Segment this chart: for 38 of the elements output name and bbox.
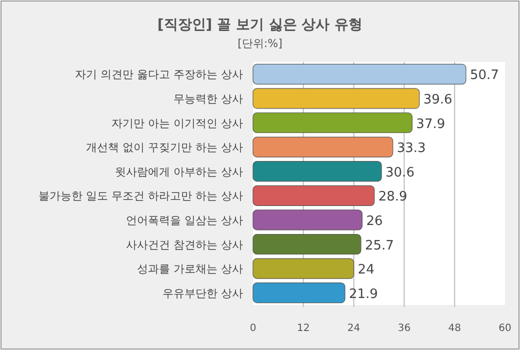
y-tick-label: 사사건건 참견하는 상사 [126, 238, 243, 252]
bar [252, 210, 362, 230]
bar [252, 64, 466, 84]
data-label: 21.9 [348, 286, 378, 302]
bar [252, 234, 362, 255]
data-label: 30.6 [386, 165, 414, 180]
bar [252, 136, 394, 158]
chart-subtitle: [단위:%] [238, 37, 282, 50]
y-tick-label: 언어폭력을 일삼는 상사 [126, 214, 243, 227]
bar [252, 88, 420, 109]
x-tick-label: 48 [448, 323, 461, 334]
data-label: 25.7 [364, 238, 394, 254]
chart-title: [직장인] 꼴 보기 싫은 상사 유형 [157, 17, 363, 33]
data-label: 33.3 [396, 141, 426, 156]
y-tick-label: 윗사람에게 아부하는 상사 [115, 165, 243, 178]
x-tick-label: 24 [347, 323, 360, 334]
data-label: 37.9 [416, 116, 446, 132]
y-tick-label: 개선책 없이 꾸짖기만 하는 상사 [86, 141, 243, 154]
y-tick-label: 우유부단한 상사 [162, 286, 243, 300]
y-tick-label: 자기 의견만 옳다고 주장하는 상사 [75, 68, 243, 82]
bar [252, 185, 375, 206]
y-tick-label: 불가능한 일도 무조건 하라고만 하는 상사 [38, 190, 243, 203]
data-label: 39.6 [423, 92, 452, 108]
bar [252, 258, 354, 279]
data-label: 28.9 [378, 190, 408, 205]
bar [252, 282, 346, 304]
x-tick-label: 0 [250, 323, 256, 334]
x-tick-label: 60 [498, 323, 512, 334]
data-label: 50.7 [470, 68, 499, 84]
data-label: 24 [358, 262, 374, 278]
bar [252, 112, 412, 134]
y-tick-label: 자기만 아는 이기적인 상사 [112, 116, 243, 130]
data-label: 26 [366, 214, 383, 229]
x-tick-label: 36 [398, 323, 411, 334]
y-tick-label: 성과를 가로채는 상사 [137, 262, 243, 276]
y-tick-label: 무능력한 상사 [174, 92, 243, 106]
x-tick-label: 12 [297, 323, 310, 334]
bar [252, 161, 382, 182]
